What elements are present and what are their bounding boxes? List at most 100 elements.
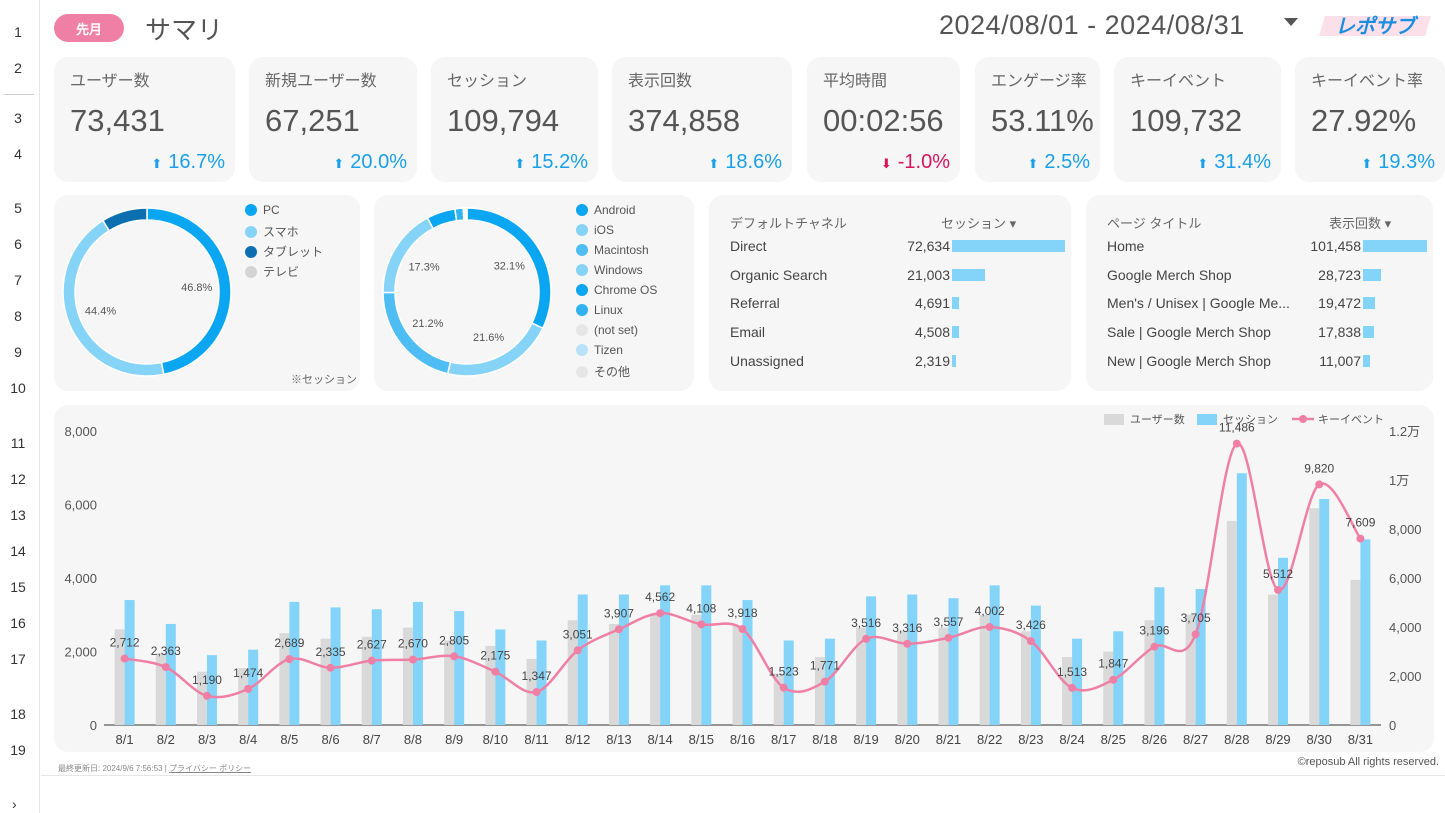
point-key-events[interactable] (1068, 683, 1077, 692)
table-row-label[interactable]: Referral (730, 295, 780, 312)
point-key-events[interactable] (491, 667, 500, 676)
point-key-events[interactable] (820, 677, 829, 686)
bar-users[interactable] (938, 627, 949, 725)
point-key-events[interactable] (573, 646, 582, 655)
donut-slice[interactable] (465, 207, 468, 221)
donut-slice[interactable] (454, 207, 465, 222)
donut-slice[interactable] (101, 207, 148, 232)
bar-sessions[interactable] (124, 600, 135, 725)
bar-sessions[interactable] (289, 601, 300, 725)
bar-sessions[interactable] (412, 601, 423, 725)
point-key-events[interactable] (1356, 534, 1365, 543)
chevron-right-icon[interactable]: › (12, 796, 17, 812)
table-row-label[interactable]: Men's / Unisex | Google Me... (1107, 295, 1290, 312)
point-key-events[interactable] (1109, 675, 1118, 684)
point-key-events[interactable] (450, 652, 459, 661)
point-key-events[interactable] (614, 625, 623, 634)
bar-users[interactable] (238, 668, 249, 725)
bar-sessions[interactable] (371, 609, 382, 725)
point-key-events[interactable] (1191, 630, 1200, 639)
bar-users[interactable] (897, 631, 908, 725)
point-key-events[interactable] (285, 655, 294, 664)
date-range-picker[interactable]: 2024/08/01 - 2024/08/31 (939, 10, 1245, 40)
bar-users[interactable] (773, 673, 784, 725)
bar-sessions[interactable] (1030, 605, 1041, 725)
legend-item[interactable]: Chrome OS (576, 283, 657, 297)
point-key-events[interactable] (202, 691, 211, 700)
donut-slice[interactable] (446, 322, 544, 377)
bar-sessions[interactable] (866, 596, 877, 725)
bar-users[interactable] (444, 640, 455, 725)
point-key-events[interactable] (862, 634, 871, 643)
table-header-metric[interactable]: 表示回数 ▾ (1329, 216, 1392, 231)
point-key-events[interactable] (944, 633, 953, 642)
bar-sessions[interactable] (1195, 589, 1206, 725)
bar-users[interactable] (856, 627, 867, 725)
point-key-events[interactable] (1150, 642, 1159, 651)
bar-sessions[interactable] (1319, 498, 1330, 725)
bar-users[interactable] (979, 614, 990, 725)
legend-item[interactable]: iOS (576, 223, 614, 237)
bar-sessions[interactable] (660, 585, 671, 725)
bar-users[interactable] (1144, 620, 1155, 725)
bar-sessions[interactable] (536, 640, 547, 725)
point-key-events[interactable] (367, 656, 376, 665)
bar-users[interactable] (279, 633, 290, 725)
bar-sessions[interactable] (701, 585, 712, 725)
legend-item[interactable]: Android (576, 203, 635, 217)
bar-sessions[interactable] (824, 638, 835, 725)
table-row-label[interactable]: Organic Search (730, 266, 828, 283)
table-row-label[interactable]: Unassigned (730, 352, 804, 369)
table-header-dimension[interactable]: ページ タイトル (1107, 216, 1202, 231)
bar-users[interactable] (608, 623, 619, 725)
table-header-metric[interactable]: セッション ▾ (941, 216, 1017, 231)
point-key-events[interactable] (532, 687, 541, 696)
bar-users[interactable] (1062, 657, 1073, 725)
point-key-events[interactable] (738, 625, 747, 634)
bar-sessions[interactable] (783, 640, 794, 725)
bar-sessions[interactable] (577, 594, 588, 725)
bar-sessions[interactable] (495, 629, 506, 725)
table-row-label[interactable]: Sale | Google Merch Shop (1107, 324, 1271, 341)
bar-users[interactable] (650, 614, 661, 725)
bar-sessions[interactable] (1072, 638, 1083, 725)
point-key-events[interactable] (120, 654, 129, 663)
point-key-events[interactable] (1315, 480, 1324, 489)
bar-users[interactable] (114, 629, 125, 725)
chevron-down-icon[interactable] (1284, 18, 1298, 26)
bar-users[interactable] (196, 671, 207, 725)
legend-item[interactable]: (not set) (576, 323, 638, 337)
point-key-events[interactable] (326, 663, 335, 672)
table-row-label[interactable]: Direct (730, 238, 767, 254)
bar-sessions[interactable] (907, 594, 918, 725)
bar-sessions[interactable] (165, 623, 176, 725)
table-row-label[interactable]: Email (730, 324, 766, 341)
bar-sessions[interactable] (618, 594, 629, 725)
bar-sessions[interactable] (1360, 539, 1371, 725)
point-key-events[interactable] (697, 620, 706, 629)
bar-users[interactable] (814, 657, 825, 725)
point-key-events[interactable] (1274, 585, 1283, 594)
bar-sessions[interactable] (206, 655, 217, 725)
point-key-events[interactable] (985, 622, 994, 631)
bar-users[interactable] (1226, 521, 1237, 725)
bar-users[interactable] (1103, 651, 1114, 726)
donut-slice[interactable] (426, 208, 458, 230)
point-key-events[interactable] (779, 683, 788, 692)
point-key-events[interactable] (244, 684, 253, 693)
bar-users[interactable] (1350, 579, 1361, 725)
bar-users[interactable] (691, 614, 702, 725)
legend-item[interactable]: その他 (576, 363, 630, 380)
bar-users[interactable] (155, 653, 166, 725)
legend-item[interactable]: PC (245, 203, 280, 217)
bar-users[interactable] (320, 638, 331, 725)
legend-item[interactable]: Macintosh (576, 243, 649, 257)
legend-item[interactable]: Linux (576, 303, 623, 317)
bar-sessions[interactable] (330, 607, 341, 725)
bar-sessions[interactable] (454, 611, 465, 725)
legend-item[interactable]: Tizen (576, 343, 623, 357)
bar-sessions[interactable] (1278, 557, 1289, 725)
bar-users[interactable] (361, 636, 372, 725)
legend-item[interactable]: Windows (576, 263, 643, 277)
point-key-events[interactable] (161, 663, 170, 672)
